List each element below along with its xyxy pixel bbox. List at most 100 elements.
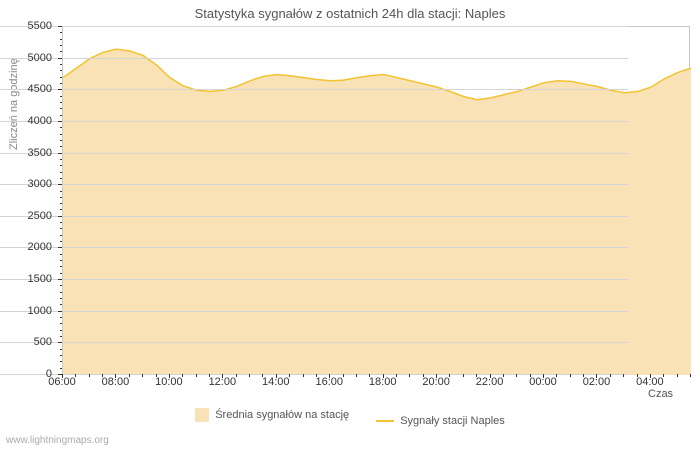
x-minor-tick-mark — [409, 374, 410, 377]
legend-item-line: Sygnały stacji Naples — [376, 415, 505, 427]
x-minor-tick-mark — [663, 374, 664, 377]
x-minor-tick-mark — [236, 374, 237, 377]
x-minor-tick-mark — [102, 374, 103, 377]
chart-legend: Średnia sygnałów na stację Sygnały stacj… — [0, 408, 700, 427]
area-legend-swatch — [195, 408, 209, 422]
y-gridline — [0, 153, 628, 154]
y-minor-tick-mark — [60, 228, 62, 229]
y-gridline — [0, 247, 628, 248]
y-minor-tick-mark — [60, 172, 62, 173]
y-minor-tick-mark — [60, 45, 62, 46]
y-minor-tick-mark — [60, 197, 62, 198]
y-minor-tick-mark — [60, 260, 62, 261]
y-minor-tick-mark — [60, 273, 62, 274]
y-tick-label: 2000 — [0, 241, 52, 253]
area-legend-label: Średnia sygnałów na stację — [215, 409, 349, 421]
x-minor-tick-mark — [129, 374, 130, 377]
y-minor-tick-mark — [60, 317, 62, 318]
watermark-text: www.lightningmaps.org — [6, 435, 109, 446]
y-minor-tick-mark — [60, 336, 62, 337]
x-minor-tick-mark — [449, 374, 450, 377]
y-minor-tick-mark — [60, 77, 62, 78]
x-minor-tick-mark — [182, 374, 183, 377]
y-tick-mark — [58, 216, 62, 217]
x-tick-mark — [62, 374, 63, 378]
y-minor-tick-mark — [60, 222, 62, 223]
y-minor-tick-mark — [60, 330, 62, 331]
x-tick-mark — [543, 374, 544, 378]
area-chart-svg — [63, 27, 691, 375]
y-tick-mark — [58, 279, 62, 280]
x-minor-tick-mark — [530, 374, 531, 377]
x-tick-mark — [490, 374, 491, 378]
x-tick-mark — [436, 374, 437, 378]
x-minor-tick-mark — [316, 374, 317, 377]
x-minor-tick-mark — [476, 374, 477, 377]
y-tick-mark — [58, 121, 62, 122]
y-gridline — [0, 279, 628, 280]
y-minor-tick-mark — [60, 349, 62, 350]
line-legend-swatch — [376, 420, 394, 422]
chart-title: Statystyka sygnałów z ostatnich 24h dla … — [0, 6, 700, 21]
x-minor-tick-mark — [623, 374, 624, 377]
y-minor-tick-mark — [60, 178, 62, 179]
y-tick-label: 5000 — [0, 52, 52, 64]
x-tick-mark — [329, 374, 330, 378]
y-minor-tick-mark — [60, 127, 62, 128]
y-gridline — [0, 58, 628, 59]
x-tick-mark — [596, 374, 597, 378]
y-tick-mark — [58, 58, 62, 59]
y-minor-tick-mark — [60, 292, 62, 293]
x-minor-tick-mark — [516, 374, 517, 377]
y-minor-tick-mark — [60, 83, 62, 84]
y-minor-tick-mark — [60, 159, 62, 160]
y-tick-label: 3500 — [0, 147, 52, 159]
x-minor-tick-mark — [583, 374, 584, 377]
x-minor-tick-mark — [610, 374, 611, 377]
y-tick-label: 1000 — [0, 305, 52, 317]
y-minor-tick-mark — [60, 266, 62, 267]
y-tick-mark — [58, 26, 62, 27]
x-minor-tick-mark — [369, 374, 370, 377]
x-minor-tick-mark — [690, 374, 691, 377]
y-minor-tick-mark — [60, 115, 62, 116]
y-tick-mark — [58, 342, 62, 343]
y-axis-label: Zliczeń na godzinę — [8, 58, 20, 150]
y-minor-tick-mark — [60, 298, 62, 299]
x-minor-tick-mark — [209, 374, 210, 377]
x-minor-tick-mark — [343, 374, 344, 377]
y-minor-tick-mark — [60, 64, 62, 65]
x-minor-tick-mark — [396, 374, 397, 377]
x-tick-mark — [383, 374, 384, 378]
x-minor-tick-mark — [463, 374, 464, 377]
y-minor-tick-mark — [60, 235, 62, 236]
y-minor-tick-mark — [60, 203, 62, 204]
x-axis-label: Czas — [648, 388, 673, 400]
x-minor-tick-mark — [570, 374, 571, 377]
x-minor-tick-mark — [289, 374, 290, 377]
y-tick-label: 500 — [0, 336, 52, 348]
x-minor-tick-mark — [303, 374, 304, 377]
y-tick-label: 0 — [0, 368, 52, 380]
x-minor-tick-mark — [156, 374, 157, 377]
x-minor-tick-mark — [637, 374, 638, 377]
x-minor-tick-mark — [503, 374, 504, 377]
x-minor-tick-mark — [196, 374, 197, 377]
x-minor-tick-mark — [142, 374, 143, 377]
y-minor-tick-mark — [60, 285, 62, 286]
plot-area — [62, 26, 690, 374]
x-minor-tick-mark — [356, 374, 357, 377]
x-minor-tick-mark — [89, 374, 90, 377]
y-minor-tick-mark — [60, 51, 62, 52]
x-minor-tick-mark — [262, 374, 263, 377]
y-minor-tick-mark — [60, 361, 62, 362]
x-minor-tick-mark — [677, 374, 678, 377]
chart-container: Statystyka sygnałów z ostatnich 24h dla … — [0, 0, 700, 450]
y-gridline — [0, 26, 628, 27]
y-minor-tick-mark — [60, 70, 62, 71]
y-minor-tick-mark — [60, 96, 62, 97]
y-minor-tick-mark — [60, 140, 62, 141]
y-minor-tick-mark — [60, 32, 62, 33]
y-minor-tick-mark — [60, 241, 62, 242]
x-minor-tick-mark — [423, 374, 424, 377]
